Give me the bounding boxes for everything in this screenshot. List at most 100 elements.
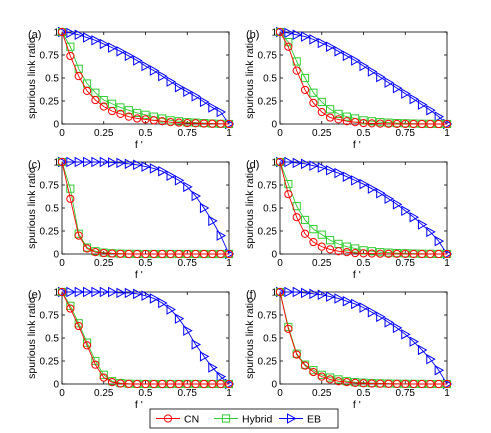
data-point-cn — [334, 377, 343, 386]
data-point-eb — [158, 70, 168, 82]
x-tick-label: 0.75 — [178, 258, 198, 269]
data-point-cn — [326, 113, 335, 122]
data-point-cn — [409, 249, 418, 259]
data-point-eb — [108, 157, 118, 168]
data-point-eb — [417, 99, 428, 110]
data-point-cn — [417, 249, 427, 259]
data-point-cn — [367, 249, 376, 258]
data-point-cn — [359, 249, 368, 258]
data-point-eb — [216, 106, 227, 118]
data-point-cn — [141, 115, 150, 124]
data-point-cn — [208, 249, 217, 259]
data-point-hybrid — [116, 103, 125, 112]
data-point-hybrid — [359, 116, 368, 125]
data-point-eb — [292, 157, 303, 169]
data-point-cn — [292, 66, 301, 75]
data-point-eb — [392, 322, 403, 334]
data-point-eb — [116, 46, 126, 57]
data-point-cn — [384, 379, 393, 388]
data-point-eb — [334, 293, 344, 304]
data-point-eb — [284, 286, 294, 298]
data-point-hybrid — [359, 246, 368, 255]
data-point-eb — [426, 353, 436, 365]
data-point-cn — [300, 85, 310, 95]
data-point-cn — [174, 118, 183, 127]
data-point-eb — [141, 161, 151, 172]
y-tick-label: 0 — [53, 380, 59, 391]
data-point-cn — [309, 367, 318, 377]
y-axis-label: spurious link ratio — [244, 167, 256, 249]
data-point-eb — [174, 81, 185, 93]
data-point-eb — [326, 165, 336, 176]
data-point-cn — [57, 157, 67, 167]
y-tick-label: 0.5 — [263, 204, 277, 215]
data-point-eb — [133, 288, 143, 300]
data-point-eb — [326, 41, 336, 52]
data-point-cn — [401, 249, 410, 259]
data-point-eb — [183, 325, 193, 336]
data-point-eb — [149, 163, 160, 174]
data-point-cn — [442, 119, 452, 129]
legend-entry-eb: EB — [279, 413, 321, 426]
y-axis-label: spurious link ratio — [244, 297, 256, 379]
x-tick-label: 0.5 — [357, 258, 371, 269]
data-point-cn — [442, 379, 452, 389]
y-axis-label: spurious link ratio — [26, 37, 38, 119]
series-cn — [275, 287, 452, 389]
data-point-cn — [442, 249, 452, 259]
data-point-eb — [91, 286, 101, 298]
panel-label: (b) — [246, 29, 259, 41]
data-point-cn — [108, 107, 117, 116]
data-point-eb — [191, 91, 202, 102]
data-point-eb — [367, 306, 378, 318]
x-tick-label: 0.25 — [312, 258, 332, 269]
x-tick-label: 0.25 — [94, 258, 114, 269]
axes-box — [61, 291, 230, 385]
data-point-eb — [74, 156, 85, 168]
x-tick-label: 0.5 — [139, 388, 153, 399]
series-cn — [57, 27, 234, 129]
data-point-eb — [376, 311, 386, 323]
data-point-cn — [392, 119, 401, 129]
data-point-eb — [359, 60, 369, 72]
data-point-eb — [91, 35, 101, 46]
data-point-cn — [57, 287, 67, 297]
data-point-hybrid — [342, 112, 351, 121]
y-tick-label: 0.5 — [263, 334, 277, 345]
data-point-eb — [301, 287, 311, 299]
series-cn — [57, 157, 234, 259]
data-point-eb — [334, 46, 344, 57]
y-tick-label: 0.5 — [263, 74, 277, 85]
data-point-cn — [99, 373, 108, 382]
data-point-cn — [334, 115, 343, 124]
data-point-eb — [309, 34, 319, 45]
x-tick-label: 0 — [277, 258, 283, 269]
y-axis-label: spurious link ratio — [26, 297, 38, 379]
panel-label: (d) — [246, 159, 259, 171]
data-point-cn — [426, 249, 435, 259]
data-point-cn — [133, 249, 142, 259]
x-tick-label: 0.5 — [139, 258, 153, 269]
data-point-cn — [342, 117, 351, 126]
x-tick-label: 0.5 — [139, 128, 153, 139]
data-point-eb — [149, 65, 160, 76]
data-point-cn — [224, 119, 234, 129]
data-point-cn — [124, 112, 133, 121]
data-point-cn — [359, 379, 368, 388]
data-point-cn — [116, 249, 125, 258]
data-point-cn — [91, 95, 100, 105]
data-point-eb — [91, 156, 101, 168]
data-point-eb — [309, 288, 319, 300]
data-point-eb — [401, 88, 411, 99]
series-cn — [275, 27, 452, 129]
data-point-eb — [99, 156, 110, 168]
x-tick-label: 0 — [277, 388, 283, 399]
x-axis-label: f ' — [135, 399, 143, 411]
data-point-cn — [216, 379, 225, 389]
data-point-eb — [216, 371, 227, 382]
data-point-cn — [334, 247, 343, 256]
data-point-hybrid — [99, 370, 108, 379]
data-point-eb — [301, 158, 311, 170]
x-tick-label: 0.75 — [178, 128, 198, 139]
data-point-hybrid — [309, 225, 318, 234]
